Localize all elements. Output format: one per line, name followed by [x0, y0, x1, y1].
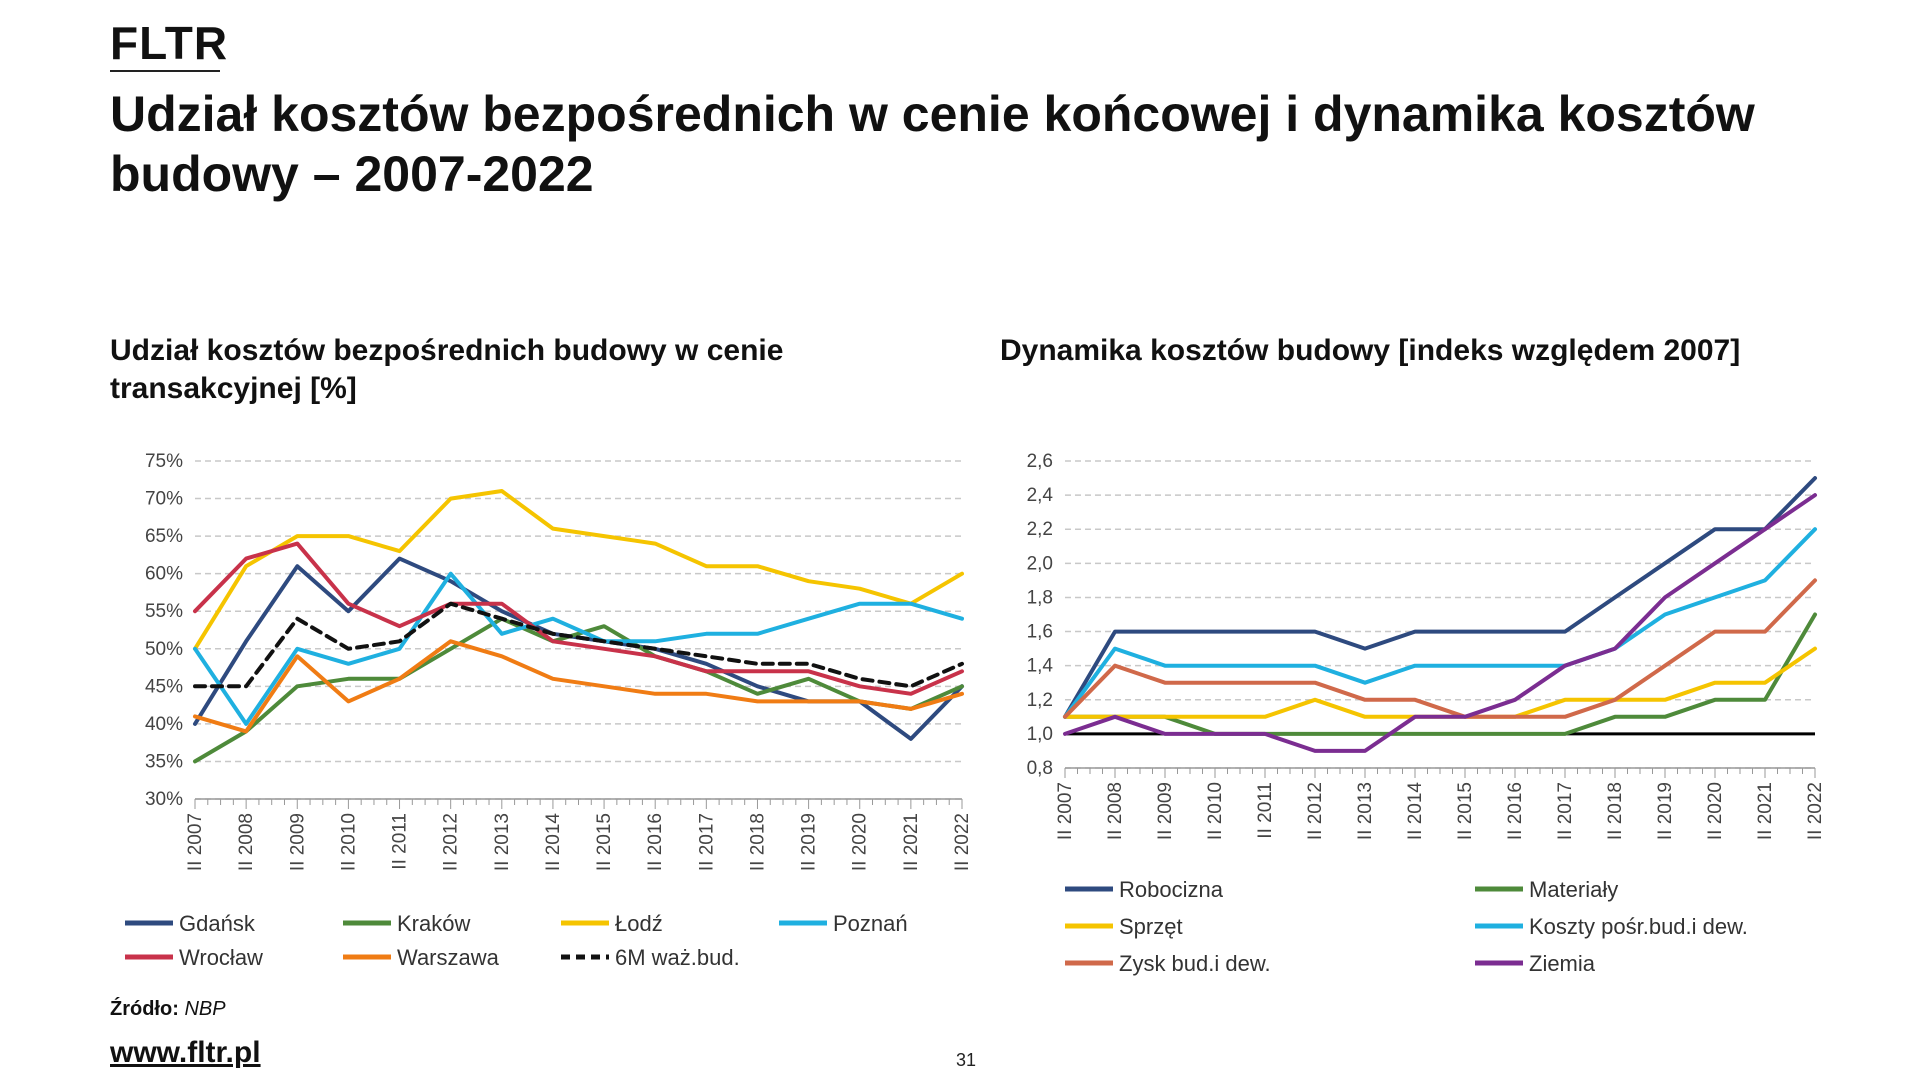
- left-chart-title: Udział kosztów bezpośrednich budowy w ce…: [110, 334, 784, 405]
- series-line-4: [1063, 578, 1817, 719]
- x-tick-label: II 2007: [185, 813, 206, 871]
- series-line-3: [193, 571, 964, 726]
- page-number: 31: [956, 1050, 977, 1070]
- y-tick-label: 75%: [145, 451, 183, 472]
- legend-label: Sprzęt: [1119, 914, 1183, 939]
- y-tick-label: 2,4: [1027, 485, 1054, 506]
- x-tick-label: II 2021: [901, 813, 922, 871]
- x-tick-label: II 2013: [492, 813, 513, 871]
- y-tick-label: 2,6: [1027, 451, 1053, 472]
- legend-label: Koszty pośr.bud.i dew.: [1529, 914, 1748, 939]
- x-tick-label: II 2012: [441, 813, 462, 871]
- x-tick-label: II 2020: [850, 813, 871, 871]
- y-tick-label: 2,2: [1027, 519, 1053, 540]
- source-value: NBP: [184, 998, 226, 1020]
- y-tick-label: 0,8: [1027, 758, 1053, 779]
- y-tick-label: 30%: [145, 789, 183, 810]
- x-tick-label: II 2017: [1555, 782, 1576, 840]
- series-line-0: [1063, 476, 1817, 719]
- x-tick-label: II 2019: [1655, 782, 1676, 840]
- x-tick-label: II 2019: [799, 813, 820, 871]
- legend-label: Robocizna: [1119, 877, 1224, 902]
- legend-label: Wrocław: [179, 945, 263, 970]
- x-tick-label: II 2009: [287, 813, 308, 871]
- y-tick-label: 35%: [145, 751, 183, 772]
- x-tick-label: II 2014: [1405, 782, 1426, 841]
- x-tick-label: II 2018: [747, 813, 768, 871]
- legend-label: Materiały: [1529, 877, 1618, 902]
- website-link[interactable]: www.fltr.pl: [110, 1036, 261, 1069]
- x-tick-label: II 2011: [390, 813, 411, 870]
- series-line-1: [1063, 612, 1817, 736]
- y-tick-label: 70%: [145, 489, 183, 510]
- legend-label: Kraków: [397, 911, 470, 936]
- left-line-chart: 30% 35% 40% 45% 50% 55% 60% 65% 70% 75% II 2007 II …: [125, 451, 973, 970]
- x-tick-label: II 2008: [236, 813, 257, 871]
- x-tick-label: II 2015: [1455, 782, 1476, 840]
- series-line-6: [193, 601, 964, 689]
- legend-label: Zysk bud.i dew.: [1119, 951, 1271, 976]
- source-note: Źródło: NBP: [110, 998, 226, 1021]
- y-tick-label: 1,2: [1027, 690, 1053, 711]
- legend-label: Ziemia: [1529, 951, 1596, 976]
- y-tick-label: 40%: [145, 714, 183, 735]
- series-line-5: [1063, 493, 1817, 753]
- x-tick-label: II 2012: [1305, 782, 1326, 840]
- y-tick-label: 1,6: [1027, 622, 1053, 643]
- x-tick-label: II 2015: [594, 813, 615, 871]
- x-tick-label: II 2009: [1155, 782, 1176, 840]
- right-chart-title: Dynamika kosztów budowy [indeks względem…: [1000, 334, 1741, 367]
- x-tick-label: II 2011: [1255, 782, 1276, 839]
- x-tick-label: II 2010: [338, 813, 359, 871]
- legend-label: Poznań: [833, 911, 908, 936]
- series-line-5: [193, 639, 964, 734]
- x-tick-label: II 2013: [1355, 782, 1376, 840]
- series-line-3: [1063, 527, 1817, 719]
- y-tick-label: 50%: [145, 639, 183, 660]
- legend-label: 6M waż.bud.: [615, 945, 740, 970]
- page-title: Udział kosztów bezpośrednich w cenie koń…: [110, 86, 1755, 202]
- legend-label: Łodź: [615, 911, 663, 936]
- x-tick-label: II 2016: [645, 813, 666, 871]
- y-tick-label: 1,4: [1027, 656, 1054, 677]
- x-tick-label: II 2020: [1705, 782, 1726, 840]
- y-tick-label: 45%: [145, 676, 183, 697]
- y-tick-label: 1,8: [1027, 587, 1053, 608]
- x-tick-label: II 2014: [543, 813, 564, 872]
- x-tick-label: II 2017: [696, 813, 717, 871]
- y-tick-label: 65%: [145, 526, 183, 547]
- series-line-1: [193, 616, 964, 764]
- series-line-4: [193, 541, 964, 696]
- y-tick-label: 1,0: [1027, 724, 1053, 745]
- brand-logo: FLTR: [110, 17, 229, 69]
- source-label: Źródło:: [110, 998, 179, 1020]
- x-tick-label: II 2022: [952, 813, 973, 871]
- legend-label: Gdańsk: [179, 911, 256, 936]
- x-tick-label: II 2007: [1055, 782, 1076, 840]
- y-tick-label: 2,0: [1027, 553, 1053, 574]
- x-tick-label: II 2022: [1805, 782, 1826, 840]
- x-tick-label: II 2010: [1205, 782, 1226, 840]
- series-line-2: [193, 489, 964, 651]
- y-tick-label: 60%: [145, 564, 183, 585]
- legend-label: Warszawa: [397, 945, 500, 970]
- y-tick-label: 55%: [145, 601, 183, 622]
- x-tick-label: II 2008: [1105, 782, 1126, 840]
- x-tick-label: II 2021: [1755, 782, 1776, 840]
- x-tick-label: II 2016: [1505, 782, 1526, 840]
- right-line-chart: 0,8 1,0 1,2 1,4 1,6 1,8 2,0 2,2 2,4 2,6 II 2007 II …: [1027, 451, 1826, 976]
- brand-underline: [110, 70, 220, 72]
- x-tick-label: II 2018: [1605, 782, 1626, 840]
